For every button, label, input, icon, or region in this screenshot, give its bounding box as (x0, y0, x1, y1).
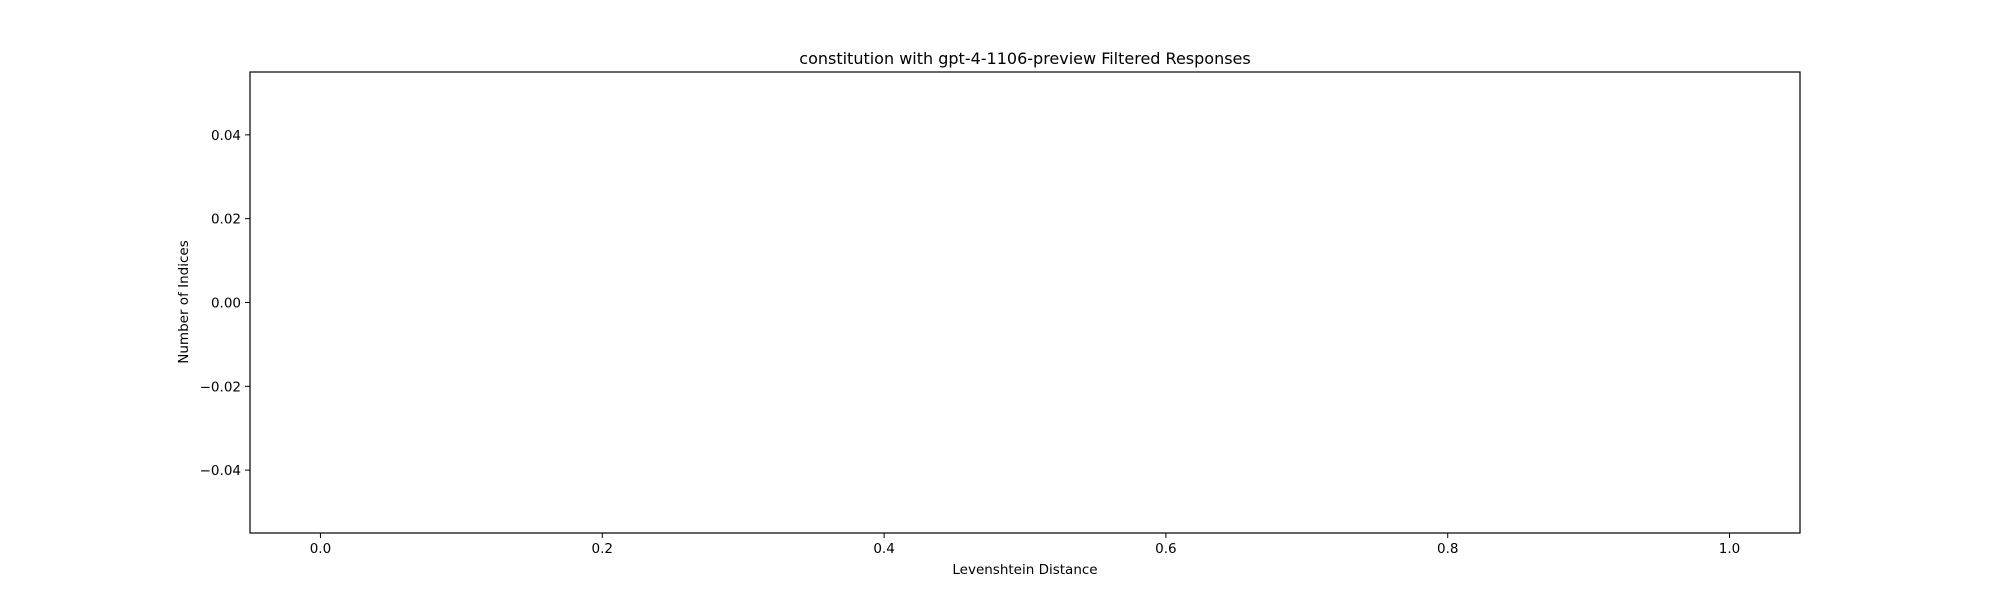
y-axis-label: Number of Indices (176, 240, 192, 363)
y-axis-ticks: 0.04 0.02 0.00 −0.02 −0.04 (200, 128, 250, 479)
plot-area-frame (249, 71, 1801, 534)
x-axis-ticks: 0.0 0.2 0.4 0.6 0.8 1.0 (310, 533, 1740, 557)
x-tick-label: 1.0 (1719, 541, 1740, 557)
x-tick-label: 0.8 (1437, 541, 1458, 557)
chart-title: constitution with gpt-4-1106-preview Fil… (799, 49, 1250, 68)
y-tick-label: 0.02 (211, 212, 241, 228)
y-tick-label: 0.00 (211, 296, 241, 312)
y-tick-label: −0.04 (200, 463, 241, 479)
x-tick-label: 0.6 (1155, 541, 1176, 557)
y-tick-label: 0.04 (211, 128, 241, 144)
x-tick-label: 0.2 (592, 541, 613, 557)
y-tick-label: −0.02 (200, 379, 241, 395)
x-tick-label: 0.4 (873, 541, 894, 557)
x-tick-label: 0.0 (310, 541, 331, 557)
x-axis-label: Levenshtein Distance (952, 562, 1097, 578)
